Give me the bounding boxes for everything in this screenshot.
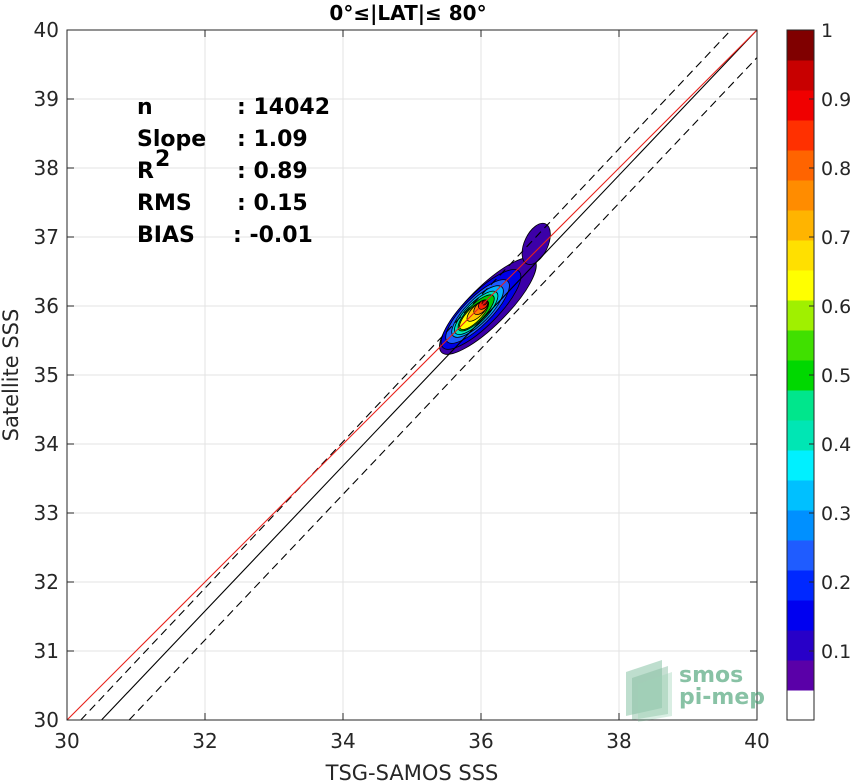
colorbar-segment <box>787 90 814 121</box>
colorbar-segment <box>787 30 814 61</box>
stat-value-rms: : 0.15 <box>237 191 308 216</box>
x-tick-label: 40 <box>744 729 769 753</box>
logo-mark-icon <box>626 660 672 722</box>
logo-text-smos: smos <box>679 663 743 688</box>
colorbar-segment <box>787 660 814 691</box>
colorbar-segment <box>787 570 814 601</box>
statistics-box: n : 14042 Slope : 1.09 R 2 : 0.89 RMS : 0.15 BIAS… <box>137 95 330 248</box>
colorbar-segment <box>787 690 814 721</box>
stat-label-superscript: 2 <box>155 147 170 172</box>
colorbar-segment <box>787 510 814 541</box>
stat-value-bias: : -0.01 <box>233 223 313 248</box>
x-tick-label: 32 <box>192 729 217 753</box>
grid <box>66 29 758 721</box>
lower-bound-line <box>128 57 757 720</box>
regression-line <box>67 30 757 720</box>
colorbar-tick-label: 1 <box>821 20 833 42</box>
colorbar-segment <box>787 210 814 241</box>
colorbar-tick-label: 0.9 <box>821 89 851 111</box>
colorbar-segment <box>787 390 814 421</box>
colorbar-tick-label: 0.1 <box>821 641 851 663</box>
reference-lines <box>67 30 757 720</box>
stat-label-slope: Slope <box>137 127 206 152</box>
x-tick-label: 34 <box>330 729 355 753</box>
stat-label-bias: BIAS <box>137 223 195 248</box>
y-tick-label: 37 <box>34 225 59 249</box>
colorbar-segment <box>787 240 814 271</box>
y-tick-label: 40 <box>34 18 59 42</box>
y-tick-label: 33 <box>34 501 59 525</box>
stat-label-r: R <box>137 159 154 184</box>
one-to-one-line <box>101 30 757 720</box>
colorbar-tick-label: 0.3 <box>821 503 851 525</box>
colorbar-segment <box>787 270 814 301</box>
stat-label-n: n <box>137 95 153 120</box>
x-tick-label: 38 <box>606 729 631 753</box>
logo-text-pi-mep: pi-mep <box>679 685 765 710</box>
stat-value-r: : 0.89 <box>237 159 308 184</box>
colorbar-segment <box>787 330 814 361</box>
density-contours <box>439 222 551 355</box>
y-tick-label: 31 <box>34 639 59 663</box>
colorbar-tick-label: 0.6 <box>821 296 851 318</box>
stat-value-slope: : 1.09 <box>237 127 308 152</box>
colorbar-segment <box>787 540 814 571</box>
colorbar-tick-label: 0.4 <box>821 434 851 456</box>
colorbar-segment <box>787 300 814 331</box>
colorbar-segment <box>787 120 814 151</box>
colorbar-tick-label: 0.7 <box>821 227 851 249</box>
smos-pi-mep-logo: smos pi-mep <box>626 660 765 722</box>
y-tick-label: 36 <box>34 294 59 318</box>
colorbar-segment <box>787 180 814 211</box>
colorbar-segment <box>787 420 814 451</box>
y-tick-label: 34 <box>34 432 59 456</box>
y-tick-label: 39 <box>34 87 59 111</box>
colorbar-segment <box>787 480 814 511</box>
y-axis-label: Satellite SSS <box>0 309 23 442</box>
y-tick-label: 38 <box>34 156 59 180</box>
y-tick-label: 32 <box>34 570 59 594</box>
colorbar-segment <box>787 150 814 181</box>
upper-bound-line <box>80 30 732 720</box>
stat-label-rms: RMS <box>137 191 192 216</box>
colorbar-segment <box>787 60 814 91</box>
colorbar-tick-label: 0.2 <box>821 572 851 594</box>
x-tick-label: 30 <box>54 729 79 753</box>
colorbar: 0.1 0.2 0.3 0.4 0.5 0.6 0.7 0.8 0.9 1 <box>786 20 851 721</box>
colorbar-tick-label: 0.5 <box>821 365 851 387</box>
stat-value-n: : 14042 <box>237 95 330 120</box>
axis-ticks: 30 32 34 36 38 40 30 31 32 33 34 35 36 37 38 39 40 <box>34 18 770 753</box>
colorbar-segment <box>787 630 814 661</box>
colorbar-segment <box>787 600 814 631</box>
chart-title: 0°≤|LAT|≤ 80° <box>329 1 486 25</box>
x-tick-label: 36 <box>468 729 493 753</box>
colorbar-segment <box>787 450 814 481</box>
colorbar-tick-label: 0.8 <box>821 158 851 180</box>
y-tick-label: 30 <box>34 708 59 732</box>
y-tick-label: 35 <box>34 363 59 387</box>
x-axis-label: TSG-SAMOS SSS <box>325 761 499 784</box>
